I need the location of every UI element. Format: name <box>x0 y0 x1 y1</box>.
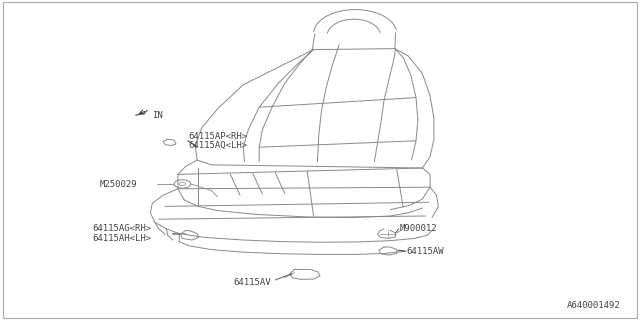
Text: 64115AW: 64115AW <box>406 247 444 256</box>
Text: 64115AH<LH>: 64115AH<LH> <box>93 234 152 243</box>
Text: M900012: M900012 <box>400 224 438 233</box>
Text: A640001492: A640001492 <box>567 301 621 310</box>
Text: 64115AG<RH>: 64115AG<RH> <box>93 224 152 233</box>
Text: M250029: M250029 <box>99 180 137 188</box>
Text: 64115AQ<LH>: 64115AQ<LH> <box>189 141 248 150</box>
Text: IN: IN <box>152 111 163 120</box>
Text: 64115AP<RH>: 64115AP<RH> <box>189 132 248 140</box>
Text: 64115AV: 64115AV <box>234 278 271 287</box>
